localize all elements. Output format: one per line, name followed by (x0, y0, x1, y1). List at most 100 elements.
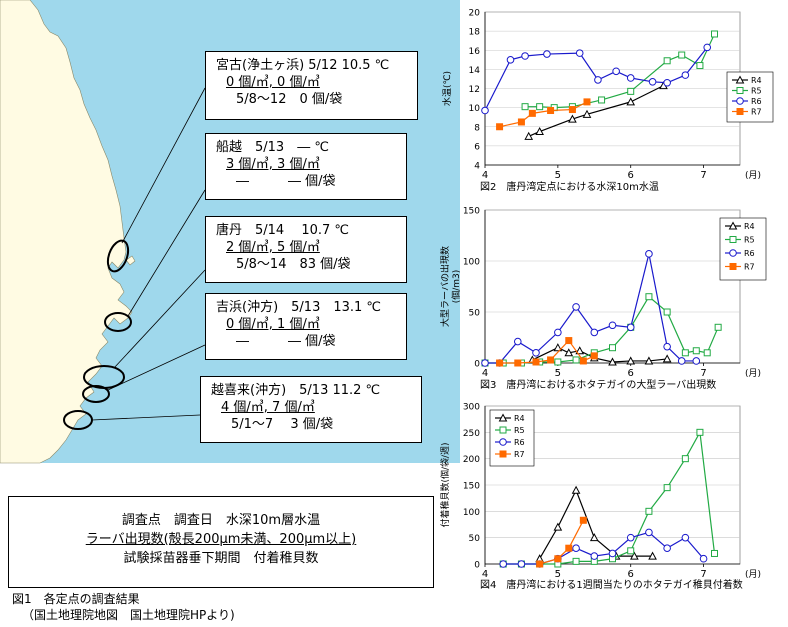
data-point-r6 (663, 544, 671, 552)
data-point-r5 (681, 455, 689, 463)
legend-label-r4: R4 (744, 222, 755, 231)
data-point-r4 (564, 348, 574, 357)
data-point-r5 (609, 344, 616, 352)
chart-caption: 図2 唐丹湾定点における水深10m水温 (480, 180, 659, 193)
data-point-r6 (521, 52, 529, 60)
info-spat: 5/8～12 0 個/袋 (236, 92, 343, 107)
data-point-r7 (579, 516, 587, 524)
data-point-r6 (681, 71, 690, 79)
data-point-r7 (536, 560, 544, 568)
chart-legend (489, 409, 535, 467)
data-point-r6 (648, 78, 657, 86)
data-point-r5 (663, 484, 671, 492)
info-spat: ― ― 個/袋 (236, 174, 336, 189)
info-spat: 5/8～14 83 個/袋 (236, 257, 351, 272)
info-larvae: 4 個/㎥, 7 個/㎥ (221, 400, 315, 415)
info-larvae: 2 個/㎥, 5 個/㎥ (226, 240, 320, 255)
y-axis-label: 水温(℃) (441, 71, 453, 106)
info-spat: ― ― 個/袋 (236, 334, 336, 349)
map-small-island (125, 255, 136, 266)
y-tick-label: 14 (469, 66, 481, 76)
y-tick-label: 0 (474, 561, 480, 571)
leader-line-okirai (91, 414, 201, 421)
chart-caption: 図3 唐丹湾におけるホタテガイの大型ラーバ出現数 (480, 378, 716, 391)
y-tick-label: 50 (469, 309, 481, 319)
info-box-okirai: 越喜来(沖方) 5/13 11.2 ℃ 4 個/㎥, 7 個/㎥ 5/1～7 3… (200, 376, 422, 443)
data-point-r4 (644, 356, 654, 365)
y-tick-label: 150 (463, 482, 480, 492)
data-point-r5 (663, 308, 671, 316)
data-point-r6 (481, 359, 489, 367)
y-tick-label: 50 (469, 534, 481, 544)
data-point-r6 (543, 50, 551, 58)
chart-spat-settlement: 0 50 100 150 200 250 300 4 5 6 7 (月) 付着稚貝数(個/袋/週) R4 R… (440, 403, 761, 592)
data-point-r4 (608, 357, 617, 366)
data-point-r5 (627, 87, 635, 95)
legend-marker (736, 87, 744, 94)
data-point-r6 (677, 357, 686, 365)
data-point-r5 (554, 358, 562, 366)
data-point-r7 (532, 358, 540, 366)
info-box-karatan: 唐丹 5/14 10.7 ℃ 2 個/㎥, 5 個/㎥ 5/8～14 83 個/… (205, 216, 407, 283)
y-tick-label: 150 (463, 207, 480, 217)
data-point-r5 (711, 30, 718, 38)
x-unit-label: (月) (745, 569, 761, 580)
data-point-r4 (589, 533, 599, 542)
data-point-r4 (626, 356, 636, 365)
data-point-r6 (590, 552, 599, 560)
legend-marker (498, 413, 508, 422)
data-point-r5 (663, 57, 671, 65)
legend-marker (499, 438, 507, 446)
info-box-yoshihama: 吉浜(沖方) 5/13 13.1 ℃ 0 個/㎥, 1 個/㎥ ― ― 個/袋 (205, 293, 407, 360)
legend-label-r6: R6 (514, 438, 525, 447)
data-point-r5 (645, 293, 653, 301)
y-axis-label: 付着稚貝数(個/袋/週) (440, 442, 451, 527)
data-point-r7 (583, 98, 591, 106)
data-point-r6 (572, 544, 580, 552)
legend-label-r6: R6 (751, 97, 762, 106)
x-tick-label: 5 (555, 569, 561, 580)
y-axis-label: 大型ラーバの出現数 (440, 246, 451, 327)
legend-label-r7: R7 (744, 263, 755, 272)
legend-marker (729, 263, 737, 270)
legend-marker (499, 426, 507, 434)
data-point-r6 (663, 342, 671, 351)
data-point-r6 (626, 74, 635, 82)
data-point-r5 (521, 103, 529, 111)
data-point-r6 (499, 560, 508, 568)
data-point-r4 (662, 354, 672, 363)
data-point-r5 (703, 349, 711, 357)
data-point-r5 (711, 549, 718, 557)
y-tick-label: 16 (469, 47, 481, 57)
data-point-r4 (582, 109, 592, 118)
map-land (0, 0, 133, 464)
info-box-funakoshi: 船越 5/13 ― ℃ 3 個/㎥, 3 個/㎥ ― ― 個/袋 (205, 133, 407, 200)
x-unit-label: (月) (745, 368, 761, 379)
data-point-r7 (579, 357, 587, 365)
data-point-r6 (481, 106, 489, 115)
x-tick-label: 4 (482, 368, 488, 379)
data-point-r5 (627, 547, 635, 555)
y-tick-label: 250 (463, 429, 480, 439)
chart-large-larvae: 0 50 100 150 4 5 6 7 (月) 大型ラーバの出現数 (個/m3) R4 R5 R6 R7 図… (440, 207, 767, 391)
x-tick-label: 6 (628, 368, 634, 379)
info-title: 船越 5/13 ― ℃ (216, 140, 329, 155)
legend-label-r7: R7 (751, 108, 762, 117)
data-point-r6 (517, 560, 526, 568)
data-point-r7 (514, 359, 522, 367)
data-point-r5 (681, 349, 689, 357)
data-point-r4 (524, 131, 534, 140)
info-title: 吉浜(沖方) 5/13 13.1 ℃ (216, 300, 382, 315)
data-point-r4 (575, 346, 585, 355)
data-point-r7 (554, 555, 562, 563)
data-point-r4 (535, 126, 544, 136)
data-point-r5 (714, 323, 722, 331)
data-point-r6 (575, 49, 584, 57)
info-box-miyako: 宮古(浄土ヶ浜) 5/12 10.5 ℃ 0 個/㎥, 0 個/㎥ 5/8～12… (205, 51, 418, 120)
data-point-r5 (598, 96, 606, 104)
data-point-r5 (696, 428, 704, 436)
data-point-r6 (612, 67, 620, 76)
data-point-r4 (553, 522, 563, 531)
y-tick-label: 100 (463, 508, 480, 518)
